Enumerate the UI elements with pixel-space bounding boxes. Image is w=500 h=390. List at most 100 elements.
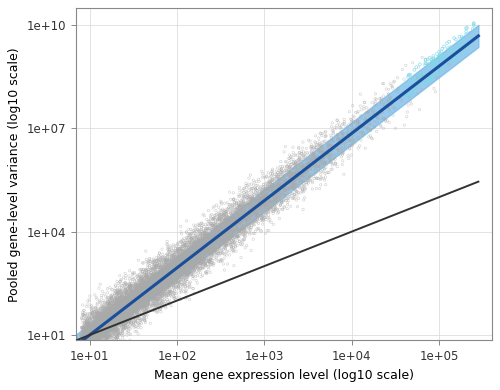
Point bbox=[115, 302, 123, 308]
Point bbox=[82, 338, 90, 344]
Point bbox=[131, 311, 139, 317]
Point bbox=[229, 215, 237, 221]
Point bbox=[240, 205, 248, 211]
Point bbox=[128, 299, 136, 305]
Point bbox=[230, 215, 238, 222]
Point bbox=[144, 289, 152, 295]
Point bbox=[230, 240, 238, 246]
Point bbox=[178, 251, 186, 257]
Point bbox=[136, 294, 144, 301]
Point bbox=[275, 182, 283, 188]
Point bbox=[102, 326, 110, 332]
Point bbox=[136, 270, 144, 277]
Point bbox=[82, 334, 90, 340]
Point bbox=[118, 313, 126, 319]
Point bbox=[285, 186, 293, 193]
Point bbox=[116, 304, 124, 310]
Point bbox=[111, 287, 119, 294]
Point bbox=[122, 295, 130, 301]
Point bbox=[97, 323, 105, 330]
Point bbox=[108, 310, 116, 317]
Point bbox=[235, 215, 243, 221]
Point bbox=[163, 251, 171, 257]
Point bbox=[82, 313, 90, 319]
Point bbox=[318, 153, 326, 160]
Point bbox=[140, 304, 148, 310]
Point bbox=[146, 275, 154, 282]
Point bbox=[178, 282, 186, 288]
Point bbox=[334, 119, 342, 125]
Point bbox=[101, 317, 109, 323]
Point bbox=[220, 238, 228, 244]
Point bbox=[380, 102, 388, 108]
Point bbox=[90, 338, 98, 344]
Point bbox=[184, 244, 192, 250]
Point bbox=[190, 264, 198, 270]
Point bbox=[317, 158, 325, 164]
Point bbox=[138, 288, 146, 294]
Point bbox=[98, 311, 106, 317]
Point bbox=[104, 311, 112, 317]
Point bbox=[134, 297, 142, 303]
Point bbox=[162, 301, 170, 307]
Point bbox=[248, 196, 256, 202]
Point bbox=[369, 109, 377, 115]
Point bbox=[120, 306, 128, 312]
Point bbox=[148, 285, 156, 291]
Point bbox=[106, 305, 114, 311]
Point bbox=[169, 255, 177, 261]
Point bbox=[142, 319, 150, 326]
Point bbox=[232, 216, 240, 222]
Point bbox=[176, 271, 184, 277]
Point bbox=[261, 215, 269, 221]
Point bbox=[438, 46, 446, 52]
Point bbox=[90, 326, 98, 333]
Point bbox=[186, 255, 194, 261]
Point bbox=[94, 337, 102, 343]
Point bbox=[202, 262, 209, 268]
Point bbox=[271, 204, 279, 211]
Point bbox=[158, 257, 166, 263]
Point bbox=[230, 212, 237, 218]
Point bbox=[102, 334, 110, 340]
Point bbox=[172, 278, 180, 284]
Point bbox=[339, 133, 347, 139]
Point bbox=[218, 228, 226, 234]
Point bbox=[206, 238, 214, 244]
Point bbox=[90, 338, 98, 344]
Point bbox=[302, 165, 310, 172]
Point bbox=[106, 320, 114, 326]
Point bbox=[199, 221, 207, 227]
Point bbox=[172, 279, 179, 285]
Point bbox=[152, 275, 160, 281]
Point bbox=[97, 322, 105, 328]
Point bbox=[172, 247, 180, 254]
Point bbox=[150, 298, 158, 304]
Point bbox=[138, 277, 145, 283]
Point bbox=[341, 138, 349, 144]
Point bbox=[336, 143, 344, 149]
Point bbox=[130, 283, 138, 289]
Point bbox=[157, 277, 165, 283]
Point bbox=[166, 256, 174, 262]
Point bbox=[164, 271, 172, 277]
Point bbox=[100, 320, 108, 326]
Point bbox=[184, 269, 192, 275]
Point bbox=[81, 344, 89, 350]
Point bbox=[156, 269, 164, 275]
Point bbox=[312, 165, 320, 172]
Point bbox=[206, 236, 214, 242]
Point bbox=[357, 107, 365, 113]
Point bbox=[205, 237, 213, 243]
Point bbox=[84, 338, 92, 344]
Point bbox=[128, 287, 136, 293]
Point bbox=[227, 216, 235, 222]
Point bbox=[124, 291, 132, 297]
Point bbox=[110, 321, 118, 327]
Point bbox=[316, 142, 324, 148]
Point bbox=[249, 215, 257, 221]
Point bbox=[264, 206, 272, 212]
Point bbox=[287, 184, 295, 191]
Point bbox=[218, 213, 226, 220]
Point bbox=[180, 250, 188, 257]
